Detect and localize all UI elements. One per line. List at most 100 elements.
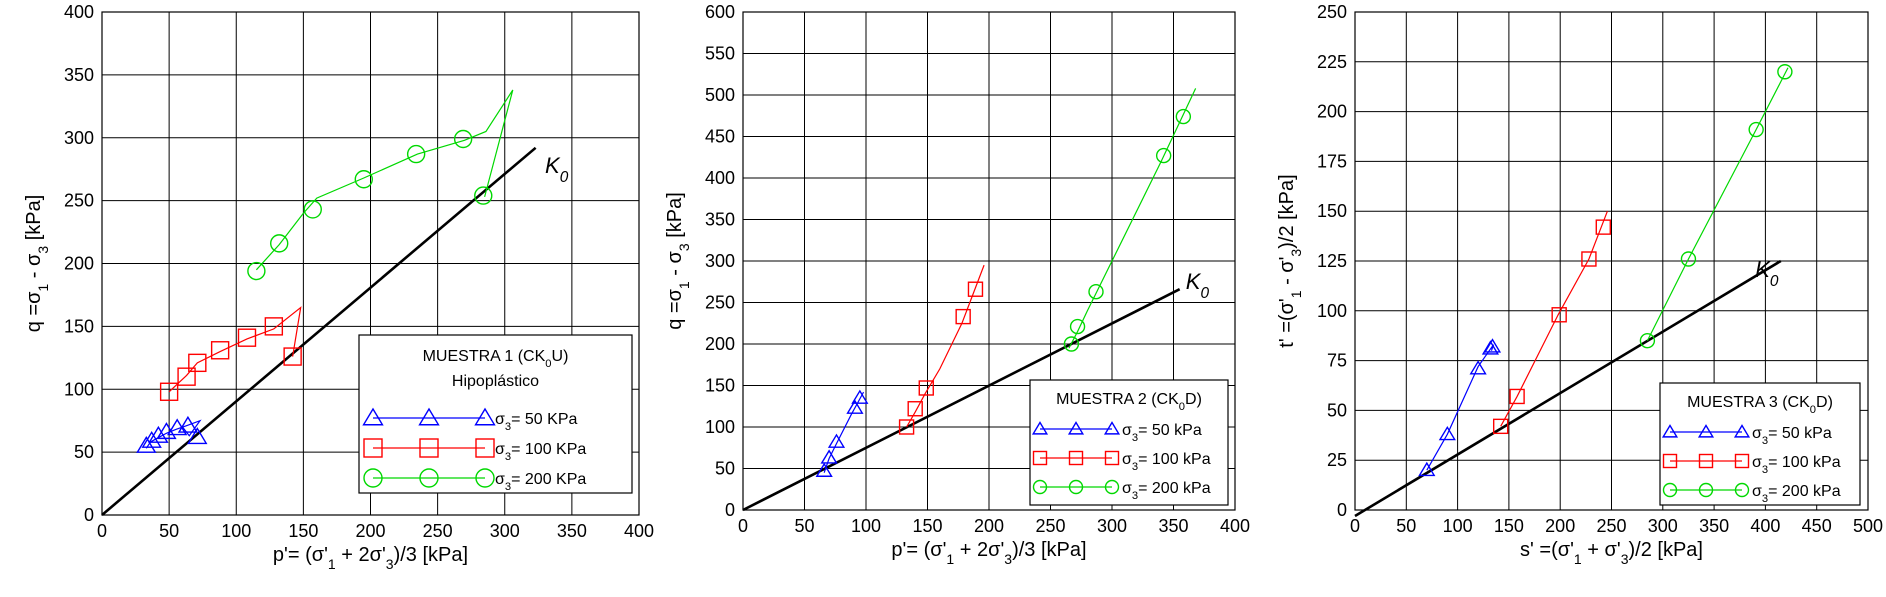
legend-title: MUESTRA 3 (CK0D) bbox=[1687, 394, 1833, 416]
data-point bbox=[1483, 338, 1502, 353]
series-line bbox=[1426, 344, 1495, 471]
data-point bbox=[354, 170, 373, 189]
series-triangle bbox=[1418, 338, 1502, 477]
data-point bbox=[1680, 251, 1697, 267]
y-tick-label: 250 bbox=[1317, 2, 1347, 22]
y-tick-label: 50 bbox=[74, 442, 94, 462]
legend-entry: σ3= 200 KPa bbox=[495, 471, 586, 493]
data-point bbox=[820, 449, 838, 464]
data-point bbox=[967, 281, 984, 297]
data-point bbox=[270, 234, 289, 253]
legend-marker bbox=[1068, 450, 1084, 466]
x-tick-label: 250 bbox=[1035, 516, 1065, 536]
data-point bbox=[1469, 360, 1487, 375]
legend-marker bbox=[1698, 482, 1714, 498]
data-point bbox=[1175, 108, 1192, 125]
legend-entry: σ3= 50 kPa bbox=[1752, 425, 1832, 447]
x-tick-label: 100 bbox=[1443, 516, 1473, 536]
y-tick-label: 350 bbox=[705, 210, 735, 230]
y-tick-label: 0 bbox=[725, 500, 735, 520]
k0-label: K0 bbox=[1755, 257, 1779, 290]
legend-marker bbox=[1734, 482, 1750, 498]
series-square bbox=[898, 264, 985, 435]
data-point bbox=[918, 380, 934, 396]
legend-marker bbox=[1103, 421, 1121, 435]
x-tick-label: 400 bbox=[1220, 516, 1250, 536]
series-line bbox=[255, 89, 514, 271]
data-point bbox=[247, 261, 266, 281]
legend-marker bbox=[1661, 424, 1679, 438]
x-tick-label: 350 bbox=[557, 521, 587, 541]
data-point bbox=[406, 144, 426, 164]
x-tick-label: 0 bbox=[97, 521, 107, 541]
data-point bbox=[1551, 307, 1567, 323]
x-tick-label: 200 bbox=[1545, 516, 1575, 536]
legend-marker bbox=[419, 438, 439, 458]
data-point bbox=[955, 308, 971, 325]
series-circle bbox=[247, 89, 514, 281]
series-line bbox=[1646, 67, 1789, 341]
x-tick-label: 400 bbox=[624, 521, 654, 541]
y-tick-label: 175 bbox=[1317, 151, 1347, 171]
series-line bbox=[1068, 88, 1197, 349]
data-point bbox=[1509, 388, 1525, 405]
x-tick-label: 250 bbox=[423, 521, 453, 541]
plot-frame bbox=[101, 11, 640, 516]
data-point bbox=[1581, 251, 1597, 267]
x-tick-label: 150 bbox=[1494, 516, 1524, 536]
data-point bbox=[237, 328, 257, 347]
x-tick-label: 350 bbox=[1699, 516, 1729, 536]
legend-box bbox=[358, 334, 633, 494]
data-point bbox=[1418, 461, 1436, 477]
y-tick-label: 250 bbox=[705, 293, 735, 313]
legend-title: Hipoplástico bbox=[452, 373, 539, 390]
data-point bbox=[815, 462, 833, 477]
legend-marker bbox=[1697, 424, 1715, 438]
legend-marker bbox=[419, 468, 439, 488]
legend-marker bbox=[363, 438, 383, 458]
x-tick-label: 250 bbox=[1596, 516, 1626, 536]
data-point bbox=[1492, 418, 1509, 435]
data-point bbox=[187, 427, 208, 445]
legend-entry: σ3= 100 KPa bbox=[495, 441, 586, 463]
data-point bbox=[827, 433, 846, 448]
series-square bbox=[159, 306, 302, 401]
legend-entry: σ3= 200 kPa bbox=[1122, 480, 1211, 502]
data-point bbox=[159, 382, 179, 401]
series-triangle bbox=[815, 389, 869, 477]
data-point bbox=[1481, 340, 1500, 355]
legend-marker bbox=[475, 468, 495, 488]
y-axis-label: q =σ1 - σ3 [kPa] bbox=[664, 192, 692, 330]
data-point bbox=[1595, 219, 1611, 235]
y-tick-label: 150 bbox=[1317, 201, 1347, 221]
x-tick-label: 200 bbox=[355, 521, 385, 541]
y-tick-label: 150 bbox=[705, 376, 735, 396]
y-axis-label: t' =(σ'1 - σ'3)/2 [kPa] bbox=[1276, 174, 1304, 347]
legend: MUESTRA 2 (CK0D) σ3= 50 kPa σ3= 100 kPa σ3=… bbox=[1029, 379, 1229, 506]
legend-marker bbox=[1104, 450, 1120, 466]
legend-marker bbox=[1068, 479, 1084, 495]
y-tick-label: 450 bbox=[705, 127, 735, 147]
data-point bbox=[453, 129, 473, 149]
data-point bbox=[177, 415, 199, 433]
x-tick-label: 300 bbox=[1097, 516, 1127, 536]
data-point bbox=[210, 341, 230, 360]
data-point bbox=[264, 317, 284, 336]
legend-marker bbox=[1698, 453, 1714, 469]
legend-marker bbox=[1662, 453, 1678, 469]
panel-3: 0 50 100 150 200 250 300 350 400 450 500 0 25 50 75 100… bbox=[1276, 2, 1883, 567]
y-tick-label: 300 bbox=[705, 251, 735, 271]
legend-box bbox=[1029, 379, 1229, 506]
legend-marker bbox=[1733, 424, 1751, 438]
x-tick-label: 50 bbox=[159, 521, 179, 541]
x-tick-label: 300 bbox=[1648, 516, 1678, 536]
series-triangle bbox=[136, 415, 208, 453]
data-point bbox=[136, 435, 157, 453]
data-point bbox=[1438, 425, 1456, 441]
y-tick-label: 250 bbox=[64, 191, 94, 211]
x-tick-label: 100 bbox=[851, 516, 881, 536]
y-tick-label: 25 bbox=[1327, 450, 1347, 470]
y-tick-label: 0 bbox=[1337, 500, 1347, 520]
legend-marker bbox=[475, 438, 495, 458]
